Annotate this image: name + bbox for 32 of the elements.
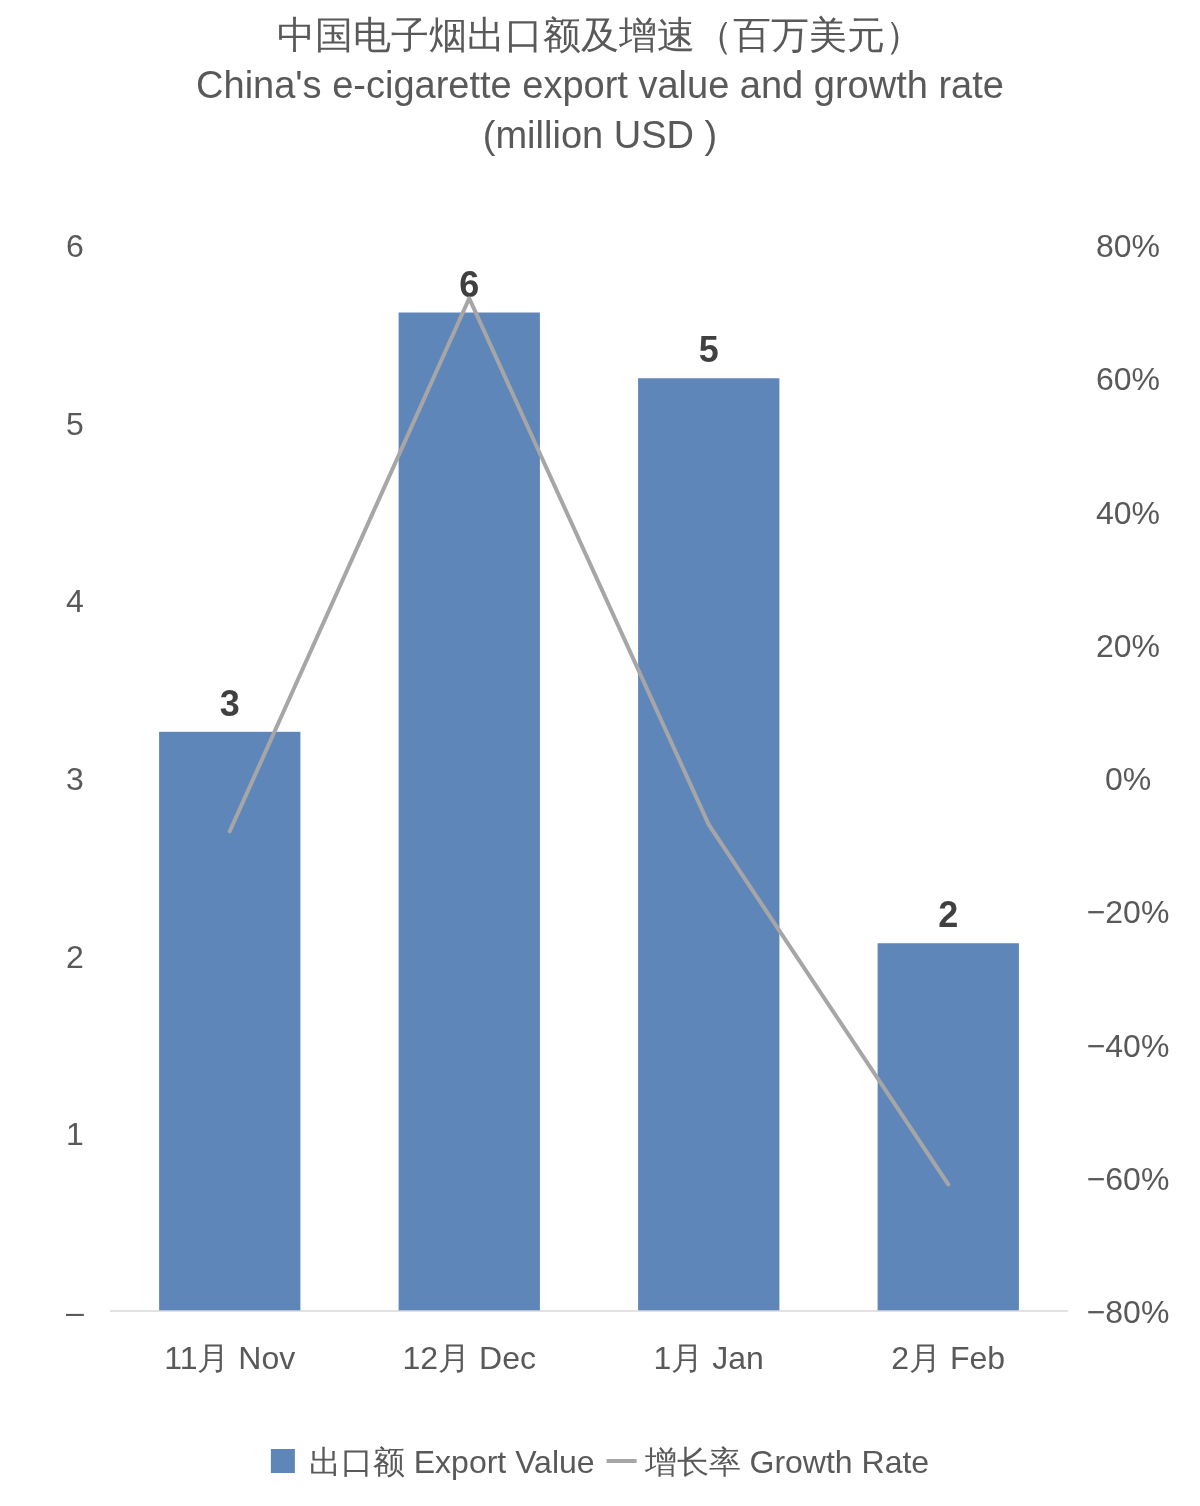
data-label: 3 <box>219 682 240 724</box>
y2-tick-label: −20% <box>1086 894 1170 931</box>
y2-tick-label: −80% <box>1086 1294 1170 1330</box>
x-tick-label: 2月 Feb <box>891 1340 1006 1376</box>
y-tick-label: 6 <box>66 228 84 264</box>
y-tick-label: – <box>66 1294 85 1330</box>
x-tick-label: 12月 Dec <box>402 1340 536 1376</box>
legend-label: 出口额 Export Value <box>308 1444 595 1480</box>
x-tick-label: 1月 Jan <box>653 1340 764 1376</box>
chart-subtitle: China's e-cigarette export value and growth rate (million USD ) <box>196 64 1004 156</box>
y2-tick-label: 40% <box>1095 494 1161 531</box>
bar <box>159 731 301 1311</box>
y-tick-label: 2 <box>66 938 84 975</box>
data-label: 6 <box>459 263 480 305</box>
y-tick-label: 1 <box>66 1116 84 1153</box>
bar <box>638 378 780 1311</box>
y-tick-label: 5 <box>66 405 84 442</box>
bar <box>877 943 1019 1311</box>
y2-tick-label: 0% <box>1104 761 1152 797</box>
legend-label: 增长率 Growth Rate <box>643 1444 930 1480</box>
data-label: 2 <box>938 894 959 936</box>
y-tick-label: 4 <box>66 583 84 620</box>
y2-tick-label: 20% <box>1095 627 1161 664</box>
y2-tick-label: 80% <box>1095 228 1161 264</box>
y-tick-label: 3 <box>66 761 84 797</box>
y2-tick-label: 60% <box>1095 361 1161 398</box>
x-tick-label: 11月 Nov <box>164 1340 296 1376</box>
data-label: 5 <box>698 329 719 371</box>
chart-title: 中国电子烟出口额及增速（百万美元） <box>277 14 923 56</box>
y2-tick-label: −40% <box>1086 1027 1170 1064</box>
bar <box>398 312 540 1311</box>
y2-tick-label: −60% <box>1086 1160 1170 1197</box>
